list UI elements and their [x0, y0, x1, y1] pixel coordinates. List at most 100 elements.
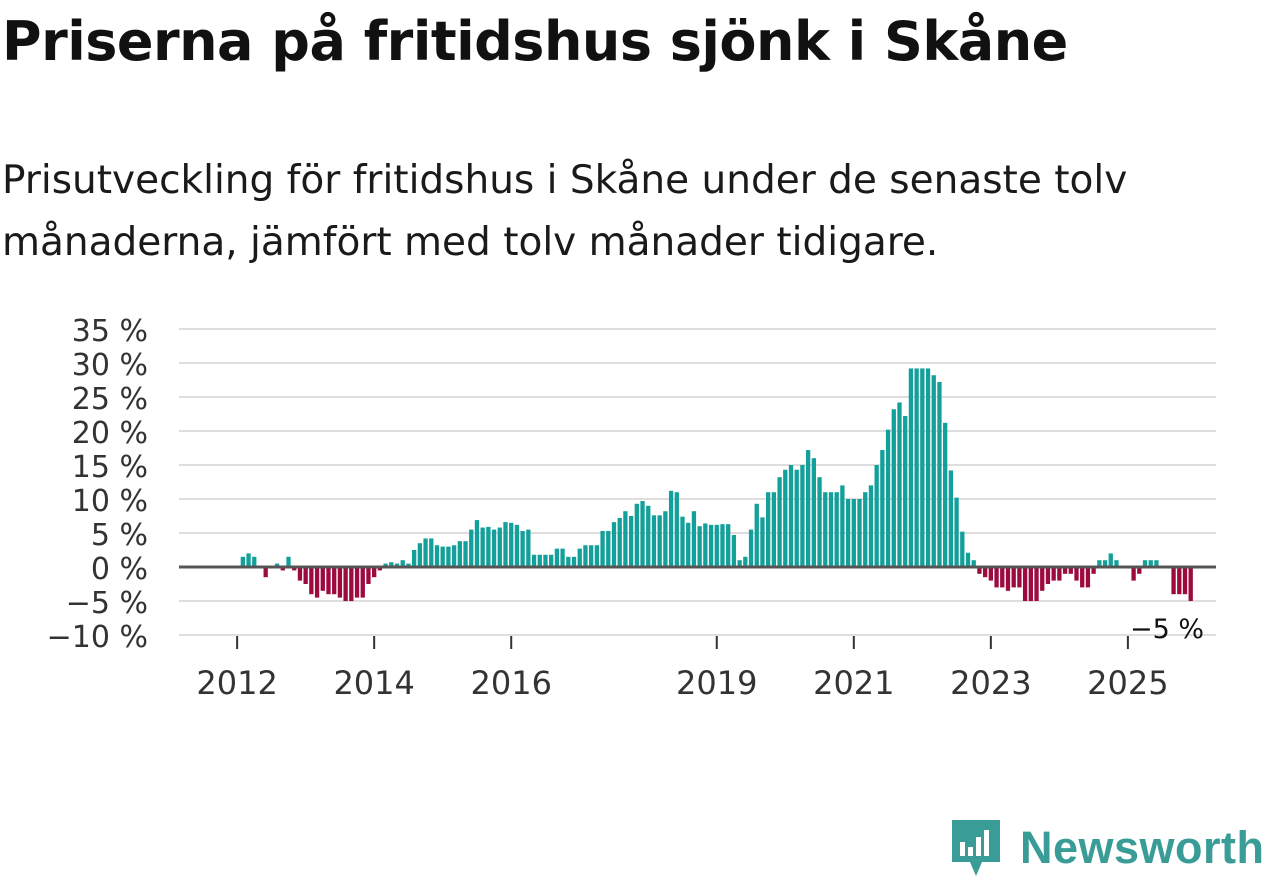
- bar: [851, 499, 856, 567]
- bar: [960, 531, 965, 567]
- bar: [857, 499, 862, 567]
- bar: [246, 553, 251, 567]
- bar: [1137, 567, 1142, 574]
- bar: [640, 501, 645, 567]
- bar: [606, 530, 611, 567]
- bar: [491, 529, 497, 567]
- bar: [811, 458, 816, 567]
- bar: [480, 527, 485, 567]
- bar: [720, 524, 725, 567]
- bar: [280, 567, 285, 571]
- bar: [931, 375, 936, 567]
- bar: [754, 503, 759, 567]
- bar: [343, 567, 348, 601]
- bar: [731, 535, 737, 567]
- bar: [994, 567, 999, 588]
- newsworthy-logo-text: Newsworthy: [1020, 822, 1262, 873]
- bar: [743, 556, 748, 567]
- bar: [651, 515, 657, 567]
- y-tick-label: 15 %: [72, 450, 148, 485]
- bar: [914, 368, 919, 567]
- bar: [1177, 567, 1182, 595]
- bar: [1085, 567, 1091, 588]
- bar: [714, 524, 719, 567]
- bar: [417, 543, 422, 567]
- bar: [617, 518, 622, 567]
- y-tick-label: 5 %: [91, 518, 148, 553]
- y-tick-label: 10 %: [72, 484, 148, 519]
- bar: [332, 567, 337, 595]
- bar: [594, 545, 600, 567]
- y-tick-label: 20 %: [72, 416, 148, 451]
- bar: [897, 402, 902, 567]
- bar: [1045, 567, 1051, 584]
- x-tick-label: 2016: [470, 664, 551, 700]
- bar: [571, 556, 577, 567]
- bar: [623, 511, 628, 567]
- bar: [1005, 567, 1011, 591]
- bar: [657, 515, 662, 567]
- bar: [1171, 567, 1176, 595]
- bar: [503, 522, 508, 567]
- bar: [845, 499, 851, 567]
- bar: [891, 409, 896, 567]
- bar: [1022, 567, 1028, 601]
- bar: [840, 485, 845, 567]
- bars: [240, 368, 1193, 601]
- bar: [394, 563, 400, 567]
- bar: [760, 517, 765, 567]
- bar: [423, 538, 428, 567]
- bar: [349, 567, 354, 601]
- newsworthy-logo: Newsworthy: [950, 818, 1262, 878]
- bar: [377, 567, 383, 571]
- y-tick-label: 30 %: [72, 348, 148, 383]
- bar: [400, 560, 405, 567]
- bar: [771, 492, 777, 567]
- bar: [1068, 567, 1073, 574]
- bar: [686, 522, 691, 567]
- bar: [366, 567, 371, 584]
- last-value-annotation: −5 %: [1130, 614, 1204, 645]
- bar: [783, 469, 788, 567]
- x-tick-label: 2014: [333, 664, 414, 700]
- bar: [766, 492, 771, 567]
- y-axis-labels: 35 %30 %25 %20 %15 %10 %5 %0 %−5 %−10 %: [47, 314, 148, 655]
- y-tick-label: 0 %: [91, 552, 148, 587]
- bar: [834, 492, 839, 567]
- bar: [309, 567, 314, 595]
- bar: [634, 503, 639, 567]
- bar: [868, 485, 874, 567]
- bar: [303, 567, 308, 584]
- bar: [1154, 560, 1159, 567]
- bar: [1074, 567, 1079, 581]
- bar: [543, 554, 548, 567]
- chart-subtitle: Prisutveckling för fritidshus i Skåne un…: [2, 158, 1128, 265]
- bar: [469, 529, 474, 567]
- bar: [708, 524, 714, 567]
- bar: [937, 382, 942, 567]
- bar: [1108, 553, 1113, 567]
- bar: [457, 541, 462, 567]
- bar: [982, 567, 988, 578]
- bar: [988, 567, 993, 581]
- bar: [240, 556, 245, 567]
- bar: [880, 450, 885, 567]
- bar: [446, 546, 451, 567]
- bar: [554, 548, 560, 567]
- x-axis: 2012 2014 2016 2019 2021 2023 2025: [196, 636, 1169, 700]
- bar: [520, 530, 525, 567]
- bar: [823, 492, 828, 567]
- bar: [1188, 567, 1193, 601]
- bar: [537, 554, 542, 567]
- x-tick-label: 2012: [196, 664, 277, 700]
- bar: [663, 511, 668, 567]
- bar: [788, 465, 794, 567]
- y-tick-label: −10 %: [47, 620, 148, 655]
- bar: [1057, 567, 1062, 581]
- bar: [1028, 567, 1033, 601]
- bar: [411, 550, 417, 567]
- bar: [389, 562, 394, 567]
- bar: [263, 567, 268, 578]
- bar: [252, 556, 257, 567]
- bar: [1142, 560, 1148, 567]
